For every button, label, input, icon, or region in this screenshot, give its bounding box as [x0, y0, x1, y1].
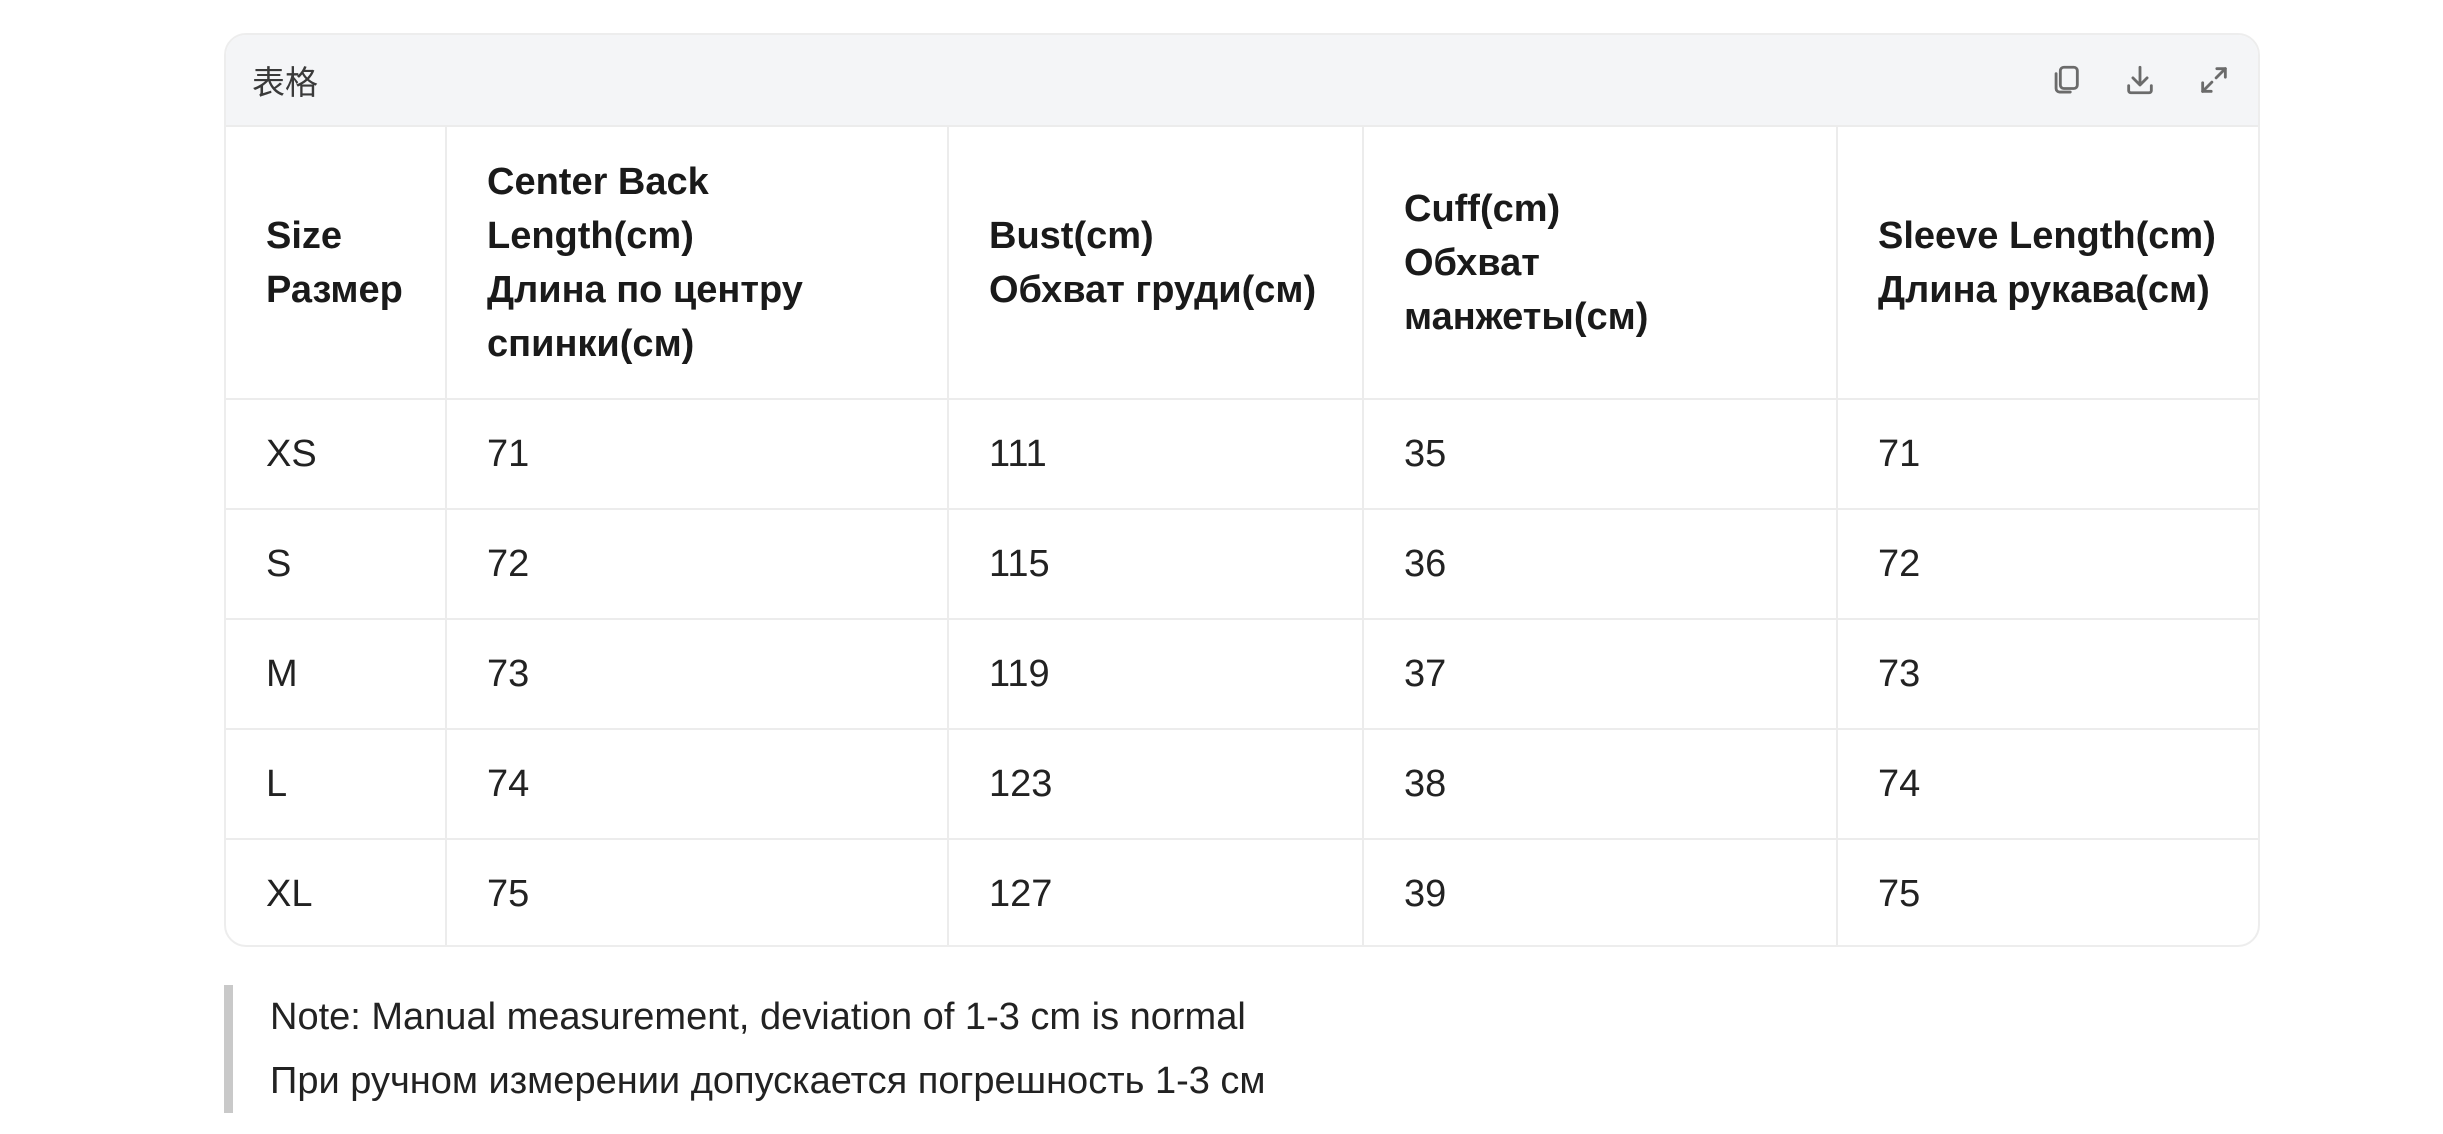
cell-cuff: 36: [1363, 509, 1838, 620]
table-card-header: 表格: [226, 35, 2258, 127]
cell-center-back-length: 73: [446, 619, 949, 730]
cell-sleeve-length: 73: [1837, 619, 2258, 730]
copy-button[interactable]: [2048, 62, 2084, 98]
table-row: S 72 115 36 72: [226, 509, 2258, 620]
table-header-row: Size Размер Center Back Length(cm) Длина…: [226, 127, 2258, 400]
table-row: XL 75 127 39 75: [226, 839, 2258, 945]
cell-sleeve-length: 71: [1837, 399, 2258, 510]
cell-bust: 111: [948, 399, 1364, 510]
table-card: 表格: [224, 33, 2260, 947]
cell-cuff: 37: [1363, 619, 1838, 730]
download-button[interactable]: [2122, 62, 2158, 98]
column-header-cuff: Cuff(cm) Обхват манжеты(см): [1363, 127, 1838, 400]
cell-cuff: 39: [1363, 839, 1838, 945]
cell-center-back-length: 75: [446, 839, 949, 945]
cell-bust: 123: [948, 729, 1364, 840]
cell-size: XS: [226, 399, 447, 510]
column-header-line: Длина по центру спинки(см): [487, 268, 803, 365]
cell-center-back-length: 74: [446, 729, 949, 840]
copy-icon: [2054, 65, 2079, 94]
cell-bust: 127: [948, 839, 1364, 945]
column-header-line: Bust(cm): [989, 214, 1154, 257]
column-header-center-back-length: Center Back Length(cm) Длина по центру с…: [446, 127, 949, 400]
column-header-bust: Bust(cm) Обхват груди(см): [948, 127, 1364, 400]
column-header-line: Длина рукава(см): [1878, 268, 2210, 311]
column-header-line: Size: [266, 214, 343, 257]
column-header-size: Size Размер: [226, 127, 447, 400]
column-header-line: Обхват манжеты(см): [1404, 241, 1649, 338]
table-row: XS 71 111 35 71: [226, 399, 2258, 510]
cell-sleeve-length: 74: [1837, 729, 2258, 840]
cell-size: M: [226, 619, 447, 730]
cell-center-back-length: 71: [446, 399, 949, 510]
cell-bust: 115: [948, 509, 1364, 620]
column-header-line: Размер: [266, 268, 403, 311]
cell-sleeve-length: 72: [1837, 509, 2258, 620]
cell-size: XL: [226, 839, 447, 945]
cell-cuff: 38: [1363, 729, 1838, 840]
cell-center-back-length: 72: [446, 509, 949, 620]
expand-icon: [2201, 67, 2227, 93]
download-icon: [2127, 65, 2153, 95]
column-header-line: Sleeve Length(cm): [1878, 214, 2216, 257]
size-table: Size Размер Center Back Length(cm) Длина…: [226, 127, 2258, 945]
cell-bust: 119: [948, 619, 1364, 730]
cell-size: S: [226, 509, 447, 620]
measurement-note: Note: Manual measurement, deviation of 1…: [224, 985, 1624, 1113]
column-header-line: Center Back Length(cm): [487, 160, 709, 257]
cell-sleeve-length: 75: [1878, 873, 1921, 915]
table-row: M 73 119 37 73: [226, 619, 2258, 730]
column-header-line: Cuff(cm): [1404, 187, 1561, 230]
cell-size: L: [226, 729, 447, 840]
table-toolbar: [2048, 62, 2232, 98]
column-header-line: Обхват груди(см): [989, 268, 1317, 311]
column-header-sleeve-length: Sleeve Length(cm) Длина рукава(см): [1837, 127, 2258, 400]
note-line-russian: При ручном измерении допускается погрешн…: [270, 1060, 1266, 1102]
table-card-title: 表格: [252, 64, 318, 101]
note-line-english: Note: Manual measurement, deviation of 1…: [270, 996, 1246, 1038]
expand-button[interactable]: [2196, 62, 2232, 98]
cell-cuff: 35: [1363, 399, 1838, 510]
table-row: L 74 123 38 74: [226, 729, 2258, 840]
